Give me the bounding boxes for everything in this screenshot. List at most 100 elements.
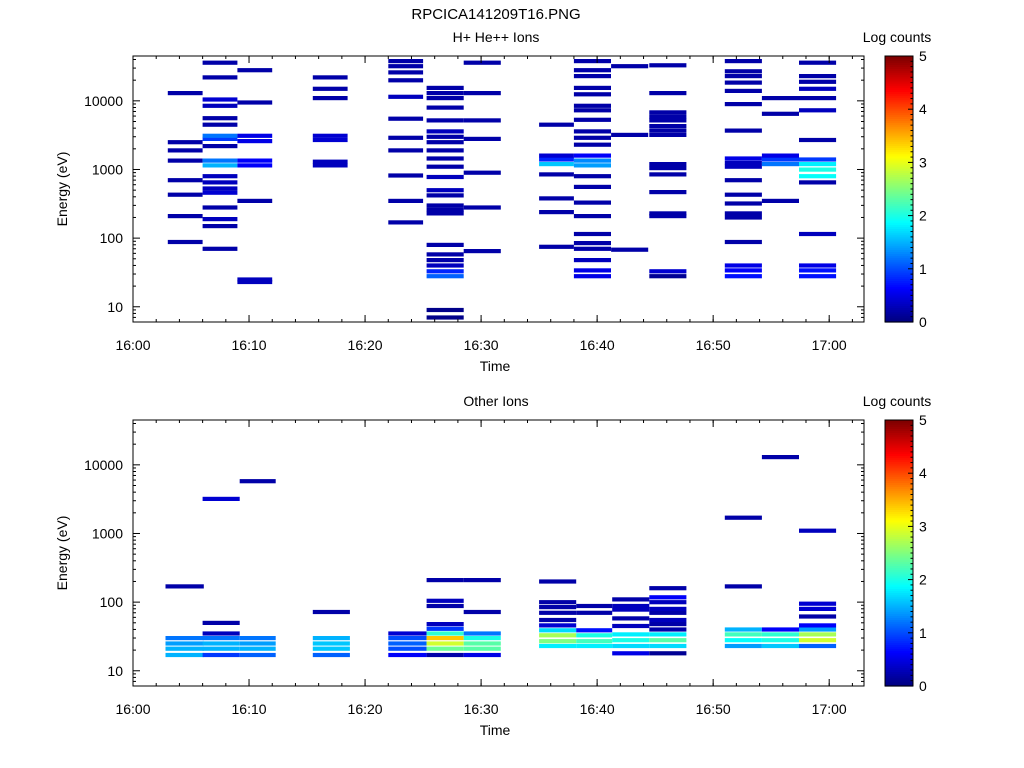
colorbar-segment [885, 513, 913, 517]
heatmap-cell [724, 201, 762, 206]
colorbar-segment [885, 515, 913, 519]
colorbar-segment [885, 197, 913, 200]
heatmap-cell [539, 244, 574, 249]
heatmap-cell [239, 641, 276, 646]
heatmap-cell [388, 94, 424, 99]
heatmap-cell [576, 628, 613, 633]
colorbar-segment [885, 297, 913, 300]
colorbar-segment [885, 176, 913, 180]
heatmap-cell [426, 148, 464, 153]
colorbar-segment [885, 168, 913, 171]
heatmap-cell [539, 610, 577, 615]
colorbar-segment [885, 72, 913, 76]
heatmap-cell [388, 148, 424, 153]
colorbar-segment [885, 182, 913, 186]
heatmap-cell [539, 172, 574, 177]
heatmap-cell [426, 118, 464, 123]
colorbar-segment [885, 627, 913, 631]
colorbar-segment [885, 542, 913, 546]
colorbar-segment [885, 623, 913, 627]
heatmap-cell [649, 269, 687, 274]
heatmap-cell [761, 198, 799, 203]
colorbar-segment [885, 99, 913, 103]
colorbar-segment [885, 451, 913, 454]
heatmap-cell [239, 636, 276, 641]
heatmap-cell [202, 122, 238, 127]
colorbar-tick-label: 4 [919, 465, 927, 481]
heatmap-cell [573, 142, 611, 147]
colorbar-segment [885, 80, 913, 84]
heatmap-cell [724, 128, 762, 133]
heatmap-cell [202, 133, 238, 138]
heatmap-cell [539, 153, 574, 158]
colorbar-segment [885, 309, 913, 313]
heatmap-cell [165, 584, 204, 589]
heatmap-cell [649, 214, 687, 219]
heatmap-cell [724, 643, 762, 649]
colorbar-segment [885, 288, 913, 292]
heatmap-cell [724, 69, 762, 74]
colorbar-segment [885, 492, 913, 496]
colorbar-segment [885, 561, 913, 564]
heatmap-cell [312, 96, 348, 101]
heatmap-cell [799, 96, 837, 101]
heatmap-cell [237, 163, 273, 168]
colorbar-segment [885, 444, 913, 448]
heatmap-cells-bottom [133, 420, 864, 686]
heatmap-cell [649, 172, 687, 177]
colorbar-segment [885, 91, 913, 95]
colorbar-segment [885, 482, 913, 486]
heatmap-cell [724, 102, 762, 107]
heatmap-cell [612, 607, 650, 612]
colorbar-segment [885, 280, 913, 284]
heatmap-cell [202, 246, 238, 251]
heatmap-cell [573, 153, 611, 158]
heatmap-cell [724, 59, 762, 64]
x-tick-label: 16:40 [580, 701, 615, 717]
colorbar-segment [885, 317, 913, 321]
panel-title-h-he-ions: H+ He++ Ions [453, 29, 540, 45]
heatmap-cell [649, 114, 687, 119]
colorbar-segment [885, 292, 913, 296]
heatmap-cell [799, 180, 837, 185]
heatmap-cell [202, 496, 240, 501]
colorbar-segment [885, 253, 913, 257]
colorbar-segment [885, 166, 913, 169]
colorbar-segment [885, 155, 913, 159]
heatmap-cell [573, 129, 611, 134]
heatmap-cell [202, 186, 238, 191]
heatmap-cell [167, 192, 203, 197]
colorbar-segment [885, 667, 913, 670]
heatmap-cell [463, 170, 501, 175]
colorbar-segment [885, 538, 913, 542]
heatmap-cell [426, 188, 464, 193]
heatmap-cell [237, 133, 273, 138]
colorbar-segment [885, 205, 913, 209]
colorbar-segment [885, 93, 913, 97]
heatmap-cell [167, 214, 203, 219]
heatmap-cell [649, 617, 687, 623]
heatmap-cell [426, 307, 464, 313]
heatmap-cell [388, 70, 424, 75]
heatmap-cell [426, 174, 464, 180]
colorbar-segment [885, 230, 913, 234]
heatmap-cell [761, 157, 799, 162]
colorbar-segment [885, 103, 913, 107]
colorbar-segment [885, 107, 913, 111]
y-tick-label: 1000 [92, 525, 123, 541]
heatmap-cell [649, 128, 687, 133]
heatmap-cell [463, 578, 501, 583]
heatmap-cell [799, 231, 837, 237]
colorbar-segment [885, 629, 913, 633]
colorbar-segment [885, 307, 913, 311]
heatmap-cell [724, 178, 762, 183]
heatmap-cell [724, 211, 762, 216]
heatmap-cell [426, 105, 464, 110]
colorbar-segment [885, 683, 913, 687]
colorbar-segment [885, 199, 913, 203]
colorbar-segment [885, 617, 913, 621]
colorbar-segment [885, 648, 913, 652]
heatmap-cell [426, 258, 464, 263]
heatmap-cell [799, 274, 837, 279]
